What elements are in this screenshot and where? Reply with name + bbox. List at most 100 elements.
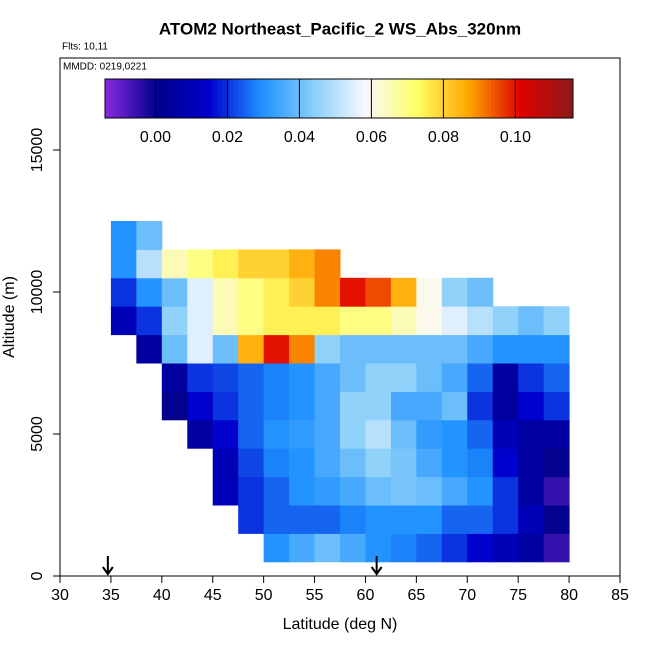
colorbar-swatch [335, 79, 340, 118]
y-tick-label: 0 [29, 571, 46, 580]
colorbar-swatch [163, 79, 168, 118]
colorbar-swatch [206, 79, 211, 118]
cell [187, 249, 214, 279]
cell [543, 533, 570, 563]
cell [416, 391, 443, 421]
x-tick-label: 30 [51, 587, 69, 604]
colorbar-swatch [159, 79, 164, 118]
location-arrow [370, 556, 383, 576]
x-tick-label: 50 [255, 587, 273, 604]
colorbar-swatch [214, 79, 219, 118]
cell [340, 533, 366, 563]
cell [161, 306, 188, 336]
colorbar-swatch [179, 79, 184, 118]
colorbar-swatch [440, 79, 445, 118]
cell [238, 448, 265, 478]
cell [110, 221, 137, 250]
cell [518, 419, 545, 449]
cell [441, 277, 468, 307]
cell [263, 363, 290, 392]
cell [314, 277, 341, 307]
colorbar-swatch [362, 79, 367, 118]
colorbar-swatch [565, 79, 570, 118]
cell [289, 306, 316, 336]
colorbar-swatch [346, 79, 352, 118]
colorbar-swatch [534, 79, 539, 118]
colorbar-swatch [253, 79, 258, 118]
colorbar-swatch [378, 79, 383, 118]
cell [467, 419, 494, 449]
cell [136, 306, 163, 336]
cell [365, 391, 392, 421]
cell [212, 334, 239, 364]
cell [441, 505, 468, 534]
cell [187, 306, 214, 336]
colorbar-swatch [463, 79, 469, 118]
cell [263, 448, 290, 478]
cell [365, 306, 392, 336]
colorbar-swatch [167, 79, 172, 118]
cell [365, 476, 392, 506]
cell [365, 277, 392, 307]
x-axis-label: Latitude (deg N) [283, 616, 398, 633]
cell [441, 448, 468, 478]
colorbar-swatch [241, 79, 246, 118]
colorbar-swatch [222, 79, 227, 118]
colorbar-swatch [370, 79, 375, 118]
colorbar-swatch [420, 79, 426, 118]
cell [416, 419, 443, 449]
colorbar-swatch [456, 79, 461, 118]
cell [543, 391, 570, 421]
cell [441, 391, 468, 421]
colorbar-frame [104, 78, 574, 119]
colorbar-swatch [428, 79, 434, 118]
colorbar-swatch [261, 79, 266, 118]
colorbar-swatch [245, 79, 250, 118]
colorbar-swatch [385, 79, 391, 118]
colorbar-swatch [432, 79, 437, 118]
cell [136, 334, 163, 364]
colorbar-swatch [319, 79, 324, 118]
colorbar-swatch [350, 79, 356, 118]
cell [238, 277, 265, 307]
cell [390, 334, 417, 364]
colorbar-swatch [183, 79, 188, 118]
colorbar-swatch [132, 79, 137, 118]
cell [543, 419, 570, 449]
cell [314, 505, 341, 534]
cell [390, 363, 417, 392]
colorbar-swatch [315, 79, 320, 118]
colorbar-swatch [284, 79, 289, 118]
colorbar-tick-label: 0.00 [140, 129, 171, 146]
colorbar-swatch [288, 79, 293, 118]
cell [441, 334, 468, 364]
cell [212, 249, 239, 279]
location-arrow [102, 556, 114, 576]
cell [263, 306, 290, 336]
colorbar-swatch [144, 79, 149, 118]
colorbar-swatch [514, 79, 519, 118]
cell [238, 505, 265, 534]
cell [187, 277, 214, 307]
cell [518, 363, 545, 392]
cell [340, 448, 366, 478]
cell [467, 476, 494, 506]
y-tick-label: 15000 [29, 128, 46, 173]
colorbar-tick-label: 0.06 [356, 129, 387, 146]
cell [314, 419, 341, 449]
cell [441, 533, 468, 563]
colorbar-swatch [381, 79, 387, 118]
cell [492, 533, 519, 563]
cell [263, 505, 290, 534]
x-tick-label: 70 [458, 587, 476, 604]
colorbar-swatch [249, 79, 254, 118]
cell [390, 476, 417, 506]
cell [187, 419, 214, 449]
cell [492, 363, 519, 392]
cell [263, 391, 290, 421]
cell [289, 334, 316, 364]
cell [340, 277, 366, 307]
colorbar-swatch [561, 79, 566, 118]
cell [543, 334, 570, 364]
cell [441, 306, 468, 336]
